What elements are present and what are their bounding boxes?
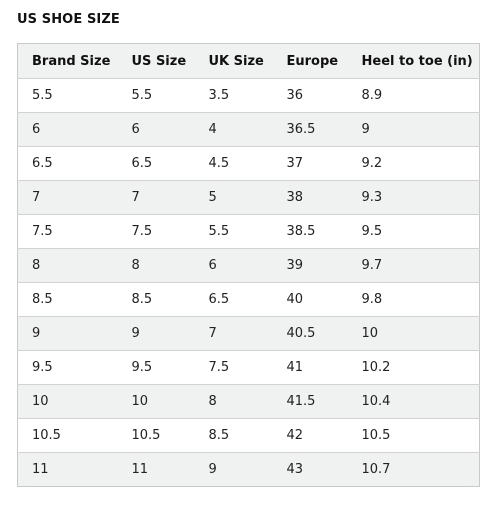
header-us-size: US Size bbox=[117, 43, 195, 79]
table-row: 11 11 9 43 10.7 bbox=[17, 452, 480, 487]
cell-heel-to-toe: 9.8 bbox=[347, 282, 480, 317]
cell-uk-size: 4 bbox=[194, 112, 273, 147]
cell-heel-to-toe: 10.7 bbox=[347, 452, 480, 487]
cell-heel-to-toe: 9.3 bbox=[347, 180, 480, 215]
cell-us-size: 10.5 bbox=[117, 418, 195, 453]
cell-heel-to-toe: 9 bbox=[347, 112, 480, 147]
table-row: 10.5 10.5 8.5 42 10.5 bbox=[17, 418, 480, 453]
table-header: Brand Size US Size UK Size Europe Heel t… bbox=[17, 43, 480, 79]
cell-heel-to-toe: 8.9 bbox=[347, 78, 480, 113]
cell-heel-to-toe: 9.7 bbox=[347, 248, 480, 283]
table-row: 6 6 4 36.5 9 bbox=[17, 112, 480, 147]
cell-heel-to-toe: 9.5 bbox=[347, 214, 480, 249]
cell-europe: 37 bbox=[272, 146, 348, 181]
table-row: 8.5 8.5 6.5 40 9.8 bbox=[17, 282, 480, 317]
cell-heel-to-toe: 10.4 bbox=[347, 384, 480, 419]
cell-uk-size: 6.5 bbox=[194, 282, 273, 317]
cell-us-size: 5.5 bbox=[117, 78, 195, 113]
cell-europe: 43 bbox=[272, 452, 348, 487]
table-row: 9.5 9.5 7.5 41 10.2 bbox=[17, 350, 480, 385]
cell-brand-size: 11 bbox=[17, 452, 118, 487]
cell-us-size: 7.5 bbox=[117, 214, 195, 249]
shoe-size-table: Brand Size US Size UK Size Europe Heel t… bbox=[17, 43, 480, 487]
cell-us-size: 6 bbox=[117, 112, 195, 147]
cell-europe: 41 bbox=[272, 350, 348, 385]
cell-uk-size: 5.5 bbox=[194, 214, 273, 249]
header-europe: Europe bbox=[272, 43, 348, 79]
cell-uk-size: 9 bbox=[194, 452, 273, 487]
cell-brand-size: 9 bbox=[17, 316, 118, 351]
cell-uk-size: 4.5 bbox=[194, 146, 273, 181]
cell-europe: 39 bbox=[272, 248, 348, 283]
cell-brand-size: 9.5 bbox=[17, 350, 118, 385]
table-row: 7 7 5 38 9.3 bbox=[17, 180, 480, 215]
table-row: 6.5 6.5 4.5 37 9.2 bbox=[17, 146, 480, 181]
cell-uk-size: 5 bbox=[194, 180, 273, 215]
cell-uk-size: 7 bbox=[194, 316, 273, 351]
table-row: 10 10 8 41.5 10.4 bbox=[17, 384, 480, 419]
cell-europe: 41.5 bbox=[272, 384, 348, 419]
cell-uk-size: 8 bbox=[194, 384, 273, 419]
cell-us-size: 9.5 bbox=[117, 350, 195, 385]
cell-europe: 40 bbox=[272, 282, 348, 317]
cell-heel-to-toe: 10.2 bbox=[347, 350, 480, 385]
cell-europe: 38 bbox=[272, 180, 348, 215]
cell-us-size: 8 bbox=[117, 248, 195, 283]
table-row: 9 9 7 40.5 10 bbox=[17, 316, 480, 351]
cell-brand-size: 10.5 bbox=[17, 418, 118, 453]
header-heel-to-toe: Heel to toe (in) bbox=[347, 43, 480, 79]
cell-us-size: 9 bbox=[117, 316, 195, 351]
table-header-row: Brand Size US Size UK Size Europe Heel t… bbox=[17, 43, 480, 79]
cell-us-size: 6.5 bbox=[117, 146, 195, 181]
cell-brand-size: 7 bbox=[17, 180, 118, 215]
cell-brand-size: 6 bbox=[17, 112, 118, 147]
cell-us-size: 8.5 bbox=[117, 282, 195, 317]
table-body: 5.5 5.5 3.5 36 8.9 6 6 4 36.5 9 6.5 6.5 4.5 37 9.2 7 7 5 3… bbox=[17, 78, 480, 487]
cell-us-size: 7 bbox=[117, 180, 195, 215]
table-row: 5.5 5.5 3.5 36 8.9 bbox=[17, 78, 480, 113]
cell-uk-size: 7.5 bbox=[194, 350, 273, 385]
cell-brand-size: 5.5 bbox=[17, 78, 118, 113]
cell-brand-size: 8.5 bbox=[17, 282, 118, 317]
cell-brand-size: 7.5 bbox=[17, 214, 118, 249]
cell-brand-size: 6.5 bbox=[17, 146, 118, 181]
page-title: US SHOE SIZE bbox=[17, 12, 120, 27]
header-brand-size: Brand Size bbox=[17, 43, 118, 79]
table-row: 8 8 6 39 9.7 bbox=[17, 248, 480, 283]
cell-uk-size: 8.5 bbox=[194, 418, 273, 453]
cell-brand-size: 10 bbox=[17, 384, 118, 419]
cell-uk-size: 6 bbox=[194, 248, 273, 283]
table-row: 7.5 7.5 5.5 38.5 9.5 bbox=[17, 214, 480, 249]
cell-heel-to-toe: 10 bbox=[347, 316, 480, 351]
cell-uk-size: 3.5 bbox=[194, 78, 273, 113]
cell-us-size: 11 bbox=[117, 452, 195, 487]
cell-heel-to-toe: 9.2 bbox=[347, 146, 480, 181]
cell-europe: 38.5 bbox=[272, 214, 348, 249]
cell-brand-size: 8 bbox=[17, 248, 118, 283]
cell-europe: 36 bbox=[272, 78, 348, 113]
cell-heel-to-toe: 10.5 bbox=[347, 418, 480, 453]
cell-us-size: 10 bbox=[117, 384, 195, 419]
cell-europe: 42 bbox=[272, 418, 348, 453]
cell-europe: 40.5 bbox=[272, 316, 348, 351]
header-uk-size: UK Size bbox=[194, 43, 273, 79]
cell-europe: 36.5 bbox=[272, 112, 348, 147]
